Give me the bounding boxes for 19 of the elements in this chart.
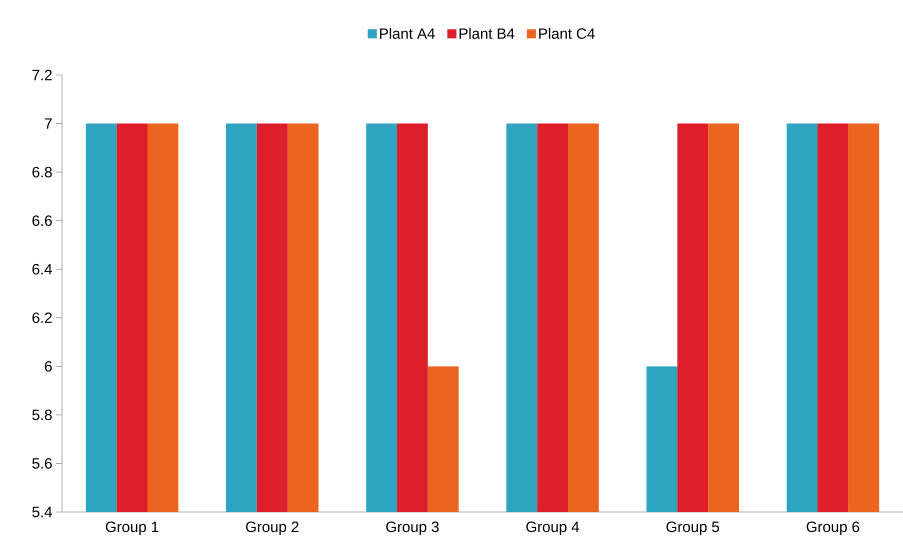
y-tick-label: 6.4 [32,264,52,275]
y-tick-label: 5.6 [32,458,52,469]
x-tick-label: Group 3 [386,522,439,536]
x-tick-label: Group 5 [666,522,720,536]
legend-label: Plant A4 [380,28,435,39]
legend-label: Plant C4 [539,28,595,39]
x-tick-label: Group 4 [526,522,580,536]
y-tick-label: 7.2 [32,70,52,80]
y-tick-label: 6 [44,361,52,372]
x-tick-label: Group 1 [106,522,158,536]
y-tick-label: 5.4 [32,506,52,518]
y-tick-label: 7 [44,118,52,129]
y-tick-label: 6.8 [32,166,52,178]
y-tick-label: 6.6 [32,215,52,226]
x-tick-label: Group 2 [246,522,298,536]
y-tick-label: 5.8 [32,410,52,420]
legend-label: Plant B4 [460,28,514,39]
y-tick-label: 6.2 [32,312,52,324]
x-tick-label: Group 6 [806,522,860,536]
